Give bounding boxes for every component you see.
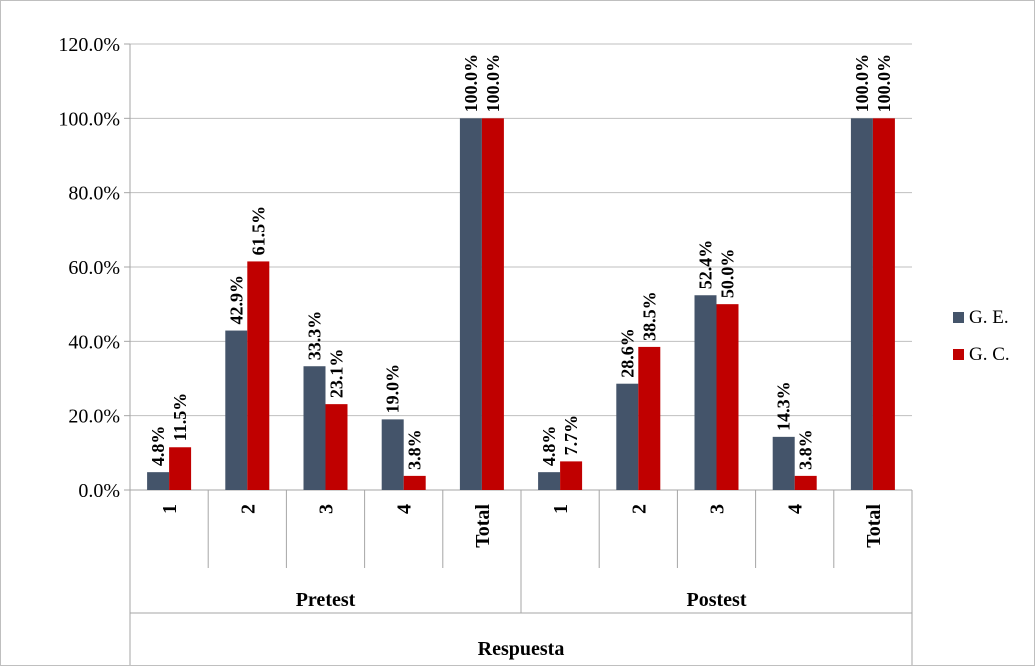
data-label: 7.7% — [561, 415, 581, 456]
category-label: 1 — [550, 504, 572, 514]
bar — [560, 461, 583, 490]
data-label: 38.5% — [639, 291, 659, 341]
data-label: 50.0% — [718, 249, 738, 299]
category-label: Total — [472, 504, 494, 548]
data-label: 61.5% — [248, 206, 268, 256]
legend-swatch — [953, 349, 964, 360]
bar — [147, 472, 170, 490]
bar — [459, 118, 482, 490]
category-label: 2 — [237, 504, 259, 514]
bar — [381, 419, 404, 490]
data-label: 42.9% — [226, 275, 246, 325]
data-label: 3.8% — [796, 429, 816, 470]
bar — [716, 304, 739, 490]
bar — [169, 447, 192, 490]
data-label: 23.1% — [327, 349, 347, 399]
data-label: 100.0% — [483, 54, 503, 113]
legend-label: G. C. — [969, 344, 1010, 365]
data-label: 100.0% — [461, 54, 481, 113]
bar — [403, 475, 426, 490]
bar — [794, 475, 817, 490]
category-label: Total — [863, 504, 885, 548]
data-label: 14.3% — [774, 381, 794, 431]
data-label: 100.0% — [874, 54, 894, 113]
bar — [850, 118, 873, 490]
category-label: 3 — [707, 504, 729, 514]
bar — [638, 346, 661, 490]
category-label: 1 — [159, 504, 181, 514]
bar — [225, 330, 248, 490]
category-label: 2 — [628, 504, 650, 514]
data-label: 3.8% — [405, 429, 425, 470]
bar — [247, 261, 270, 490]
group-label: Pretest — [296, 589, 356, 611]
x-axis-title: Respuesta — [478, 638, 565, 660]
bar — [872, 118, 895, 490]
legend-label: G. E. — [969, 307, 1009, 328]
y-tick-label: 120.0% — [58, 34, 120, 56]
data-label: 4.8% — [539, 426, 559, 467]
data-label: 4.8% — [148, 426, 168, 467]
y-tick-label: 0.0% — [78, 480, 120, 502]
data-label: 52.4% — [696, 240, 716, 290]
category-label: 3 — [316, 504, 338, 514]
data-label: 28.6% — [617, 328, 637, 378]
data-label: 19.0% — [383, 364, 403, 414]
bar — [616, 383, 639, 490]
bar — [303, 366, 326, 490]
bar — [325, 404, 348, 490]
y-tick-label: 80.0% — [68, 183, 120, 205]
category-label: 4 — [394, 504, 416, 514]
y-tick-label: 60.0% — [68, 257, 120, 279]
data-label: 11.5% — [170, 393, 190, 442]
group-label: Postest — [687, 589, 747, 611]
y-tick-label: 100.0% — [58, 108, 120, 130]
bar — [538, 472, 561, 490]
y-tick-label: 20.0% — [68, 406, 120, 428]
bar — [481, 118, 504, 490]
legend-swatch — [953, 312, 964, 323]
bar — [694, 295, 717, 490]
data-label: 100.0% — [852, 54, 872, 113]
category-label: 4 — [785, 504, 807, 514]
bar — [772, 436, 795, 490]
data-label: 33.3% — [305, 311, 325, 361]
y-tick-label: 40.0% — [68, 331, 120, 353]
